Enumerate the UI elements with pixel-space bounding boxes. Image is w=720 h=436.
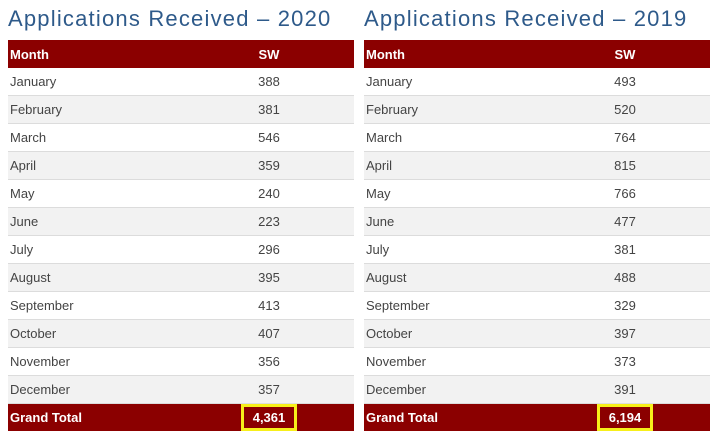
grand-total-row: Grand Total 6,194 [364,403,710,431]
header-row: Month SW [8,40,354,68]
month-cell: March [364,123,596,152]
grand-total-label: Grand Total [8,403,240,431]
sw-value-cell: 397 [596,319,710,348]
table-row: April 359 [8,151,354,180]
month-cell: July [364,235,596,264]
table-row: November 356 [8,347,354,376]
month-cell: October [8,319,240,348]
month-cell: November [8,347,240,376]
month-cell: June [8,207,240,236]
sw-value-cell: 388 [240,68,354,96]
month-cell: September [364,291,596,320]
table-panel-2020: Applications Received – 2020 Month SW Ja… [8,0,354,431]
table-row: July 296 [8,235,354,264]
month-cell: June [364,207,596,236]
grand-total-row: Grand Total 4,361 [8,403,354,431]
sw-column-header: SW [240,40,354,68]
month-cell: May [364,179,596,208]
grand-total-cell: 4,361 [240,403,354,431]
grand-total-value: 6,194 [596,404,654,431]
table-row: April 815 [364,151,710,180]
table-row: October 397 [364,319,710,348]
sw-value-cell: 395 [240,263,354,292]
sw-column-header: SW [596,40,710,68]
month-cell: August [364,263,596,292]
sw-value-cell: 766 [596,179,710,208]
table-row: October 407 [8,319,354,348]
table-row: May 766 [364,179,710,208]
month-cell: February [364,95,596,124]
month-cell: March [8,123,240,152]
table-row: March 764 [364,123,710,152]
month-cell: February [8,95,240,124]
sw-value-cell: 296 [240,235,354,264]
month-cell: December [364,375,596,404]
table-row: December 357 [8,375,354,404]
sw-value-cell: 520 [596,95,710,124]
table-row: May 240 [8,179,354,208]
table-row: June 223 [8,207,354,236]
month-column-header: Month [364,40,596,68]
table-row: September 413 [8,291,354,320]
header-row: Month SW [364,40,710,68]
grand-total-value: 4,361 [240,404,298,431]
sw-value-cell: 391 [596,375,710,404]
table-row: June 477 [364,207,710,236]
table-row: March 546 [8,123,354,152]
table-row: November 373 [364,347,710,376]
sw-value-cell: 413 [240,291,354,320]
sw-value-cell: 546 [240,123,354,152]
table-row: December 391 [364,375,710,404]
month-cell: January [8,68,240,96]
sw-value-cell: 356 [240,347,354,376]
sw-value-cell: 329 [596,291,710,320]
month-cell: April [8,151,240,180]
table-title: Applications Received – 2019 [364,6,688,31]
month-cell: December [8,375,240,404]
month-cell: September [8,291,240,320]
month-cell: October [364,319,596,348]
table-row: July 381 [364,235,710,264]
month-cell: May [8,179,240,208]
month-cell: July [8,235,240,264]
applications-table: Month SW January 493 February 520 March 764 Ap… [364,40,710,431]
sw-value-cell: 407 [240,319,354,348]
sw-value-cell: 223 [240,207,354,236]
grand-total-label: Grand Total [364,403,596,431]
month-cell: April [364,151,596,180]
sw-value-cell: 381 [240,95,354,124]
sw-value-cell: 488 [596,263,710,292]
table-title: Applications Received – 2020 [8,6,332,31]
sw-value-cell: 357 [240,375,354,404]
table-row: August 488 [364,263,710,292]
table-row: January 493 [364,68,710,96]
table-panel-2019: Applications Received – 2019 Month SW Ja… [364,0,710,431]
table-row: January 388 [8,68,354,96]
table-row: September 329 [364,291,710,320]
grand-total-cell: 6,194 [596,403,710,431]
sw-value-cell: 493 [596,68,710,96]
table-row: August 395 [8,263,354,292]
sw-value-cell: 381 [596,235,710,264]
table-row: February 381 [8,95,354,124]
sw-value-cell: 477 [596,207,710,236]
applications-table: Month SW January 388 February 381 March 546 Ap… [8,40,354,431]
sw-value-cell: 373 [596,347,710,376]
sw-value-cell: 240 [240,179,354,208]
month-cell: November [364,347,596,376]
sw-value-cell: 359 [240,151,354,180]
table-row: February 520 [364,95,710,124]
month-cell: August [8,263,240,292]
sw-value-cell: 764 [596,123,710,152]
month-column-header: Month [8,40,240,68]
sw-value-cell: 815 [596,151,710,180]
month-cell: January [364,68,596,96]
